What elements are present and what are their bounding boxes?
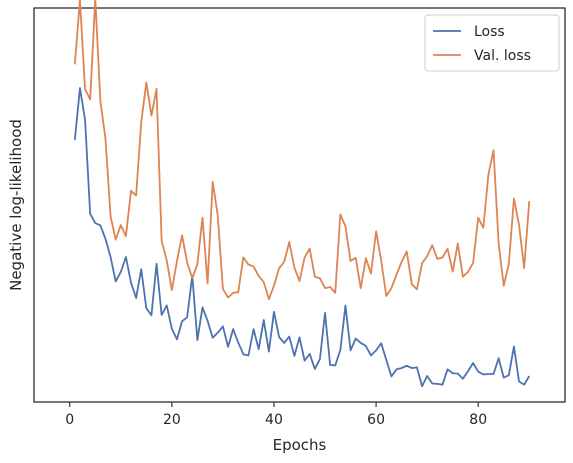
legend-box — [424, 14, 560, 72]
y-axis-label: Negative log-likelihood — [7, 119, 25, 291]
series-line-val-loss — [73, 0, 531, 301]
x-tick-label: 40 — [265, 412, 283, 428]
x-tick-label: 60 — [367, 412, 385, 428]
x-axis-ticks: 0 20 40 60 80 — [65, 402, 487, 428]
legend-label: Loss — [474, 24, 505, 40]
series-line-loss — [73, 87, 531, 388]
x-tick-label: 80 — [469, 412, 487, 428]
legend-label: Val. loss — [474, 48, 531, 64]
x-tick-label: 0 — [65, 412, 74, 428]
x-axis-label: Epochs — [273, 436, 327, 454]
legend: Loss Val. loss — [424, 14, 560, 72]
x-tick-label: 20 — [163, 412, 181, 428]
series-lines — [73, 0, 531, 388]
plot-area — [33, 7, 566, 403]
